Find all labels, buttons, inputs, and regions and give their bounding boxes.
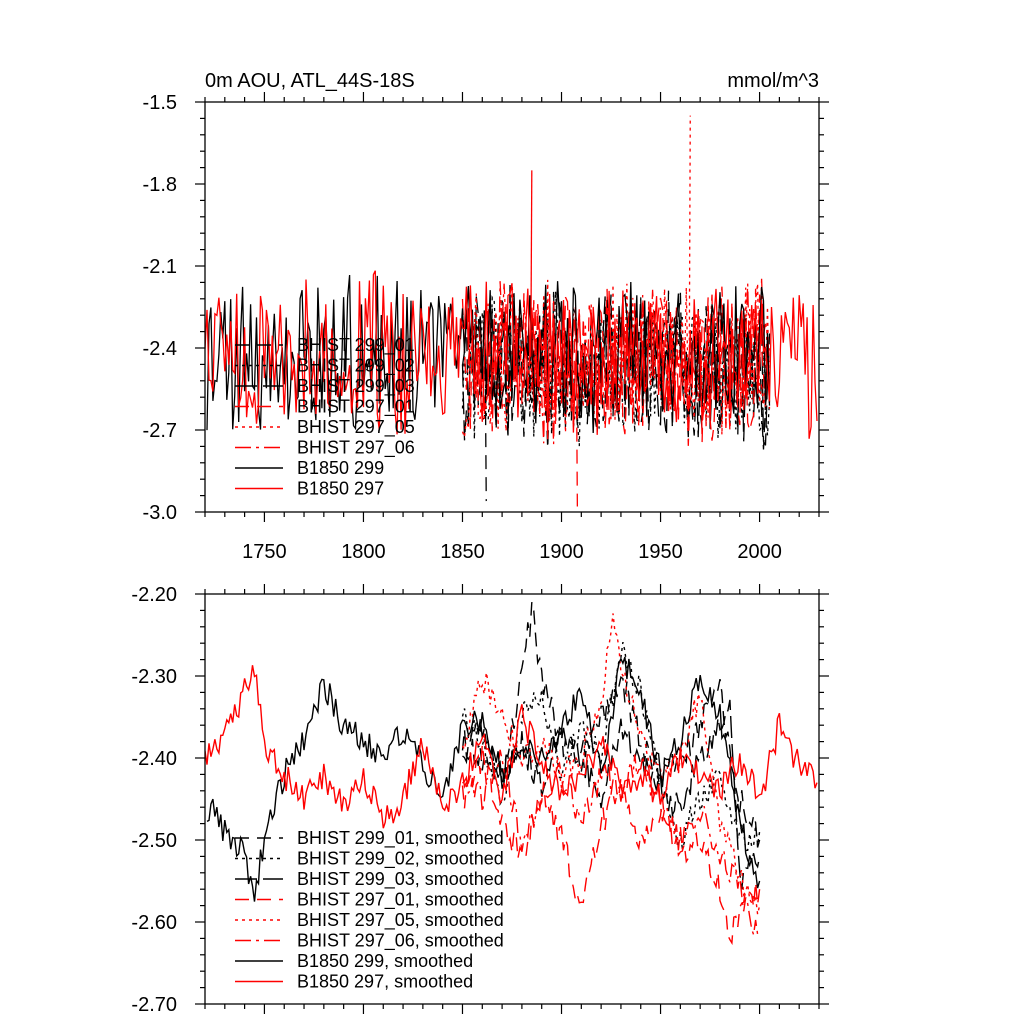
x-tick-label: 1750 (242, 541, 287, 563)
chart-units: mmol/m^3 (727, 70, 819, 92)
top-panel: -1.5 -1.8 -2.1 -2.4 -2.7 -3.0 1750 1800 1850 190… (143, 92, 829, 563)
y-tick-label: -2.4 (143, 338, 177, 360)
y-tick-label: -2.40 (131, 748, 177, 770)
legend-label: BHIST 297_05, smoothed (297, 910, 504, 931)
legend-label: B1850 299 (297, 458, 384, 478)
series-line-bhist-297-06-smoothed (462, 749, 761, 939)
legend-label: BHIST 299_03, smoothed (297, 869, 504, 890)
bottom-axis-ticks (195, 584, 829, 1014)
series-line-b1850-299-smoothed (206, 656, 761, 902)
x-tick-label: 1850 (440, 541, 485, 563)
legend-label: BHIST 297_01, smoothed (297, 890, 504, 911)
legend-label: BHIST 297_06, smoothed (297, 931, 504, 952)
series-line-bhist-299-01-smoothed (461, 602, 761, 848)
x-tick-label: 1800 (341, 541, 386, 563)
spike-mark (688, 115, 691, 362)
x-tick-label: 1950 (638, 541, 683, 563)
legend-label: B1850 299, smoothed (297, 951, 473, 971)
y-tick-label: -3.0 (143, 502, 177, 524)
series-line-b1850-297 (205, 270, 818, 440)
series-line-bhist-297-01-smoothed (461, 744, 761, 946)
bottom-series-group (205, 602, 818, 946)
legend-label: BHIST 299_03 (297, 376, 415, 397)
top-series-group (205, 270, 818, 450)
top-plot-frame (204, 101, 820, 513)
bottom-plot-frame (204, 593, 820, 1005)
legend-label: BHIST 299_02 (297, 356, 415, 377)
legend-label: BHIST 297_06 (297, 438, 415, 459)
series-line-bhist-297-05-smoothed (461, 613, 761, 915)
y-tick-label: -2.70 (131, 994, 177, 1016)
top-axis-ticks (195, 92, 829, 522)
y-tick-label: -2.20 (131, 584, 177, 606)
y-tick-label: -2.50 (131, 830, 177, 852)
bottom-y-tick-labels: -2.20 -2.30 -2.40 -2.50 -2.60 -2.70 (131, 584, 177, 1016)
y-tick-label: -2.60 (131, 912, 177, 934)
y-tick-label: -1.5 (143, 92, 177, 114)
legend-label: BHIST 299_01 (297, 335, 415, 356)
series-line-b1850-297-smoothed (205, 665, 818, 829)
series-line-b1850-299 (206, 274, 771, 434)
x-tick-label: 1900 (539, 541, 584, 563)
legend-label: BHIST 297_05 (297, 417, 415, 438)
y-tick-label: -1.8 (143, 174, 177, 196)
spike-mark (575, 361, 579, 507)
legend-label: B1850 297 (297, 479, 384, 499)
spike-mark (530, 170, 533, 357)
spike-mark (484, 367, 487, 502)
legend-label: BHIST 299_02, smoothed (297, 849, 504, 870)
legend-label: BHIST 297_01 (297, 397, 415, 418)
bottom-panel: -2.20 -2.30 -2.40 -2.50 -2.60 -2.70 BHIST 299… (131, 584, 829, 1016)
y-tick-label: -2.7 (143, 420, 177, 442)
top-y-tick-labels: -1.5 -1.8 -2.1 -2.4 -2.7 -3.0 (143, 92, 177, 524)
legend-label: BHIST 299_01, smoothed (297, 828, 504, 849)
y-tick-label: -2.30 (131, 666, 177, 688)
chart-title: 0m AOU, ATL_44S-18S (205, 70, 415, 92)
x-tick-label: 2000 (737, 541, 782, 563)
legend-label: B1850 297, smoothed (297, 972, 473, 992)
y-tick-label: -2.1 (143, 256, 177, 278)
top-highlights-group (484, 115, 691, 507)
top-x-tick-labels: 1750 1800 1850 1900 1950 2000 (242, 541, 782, 563)
